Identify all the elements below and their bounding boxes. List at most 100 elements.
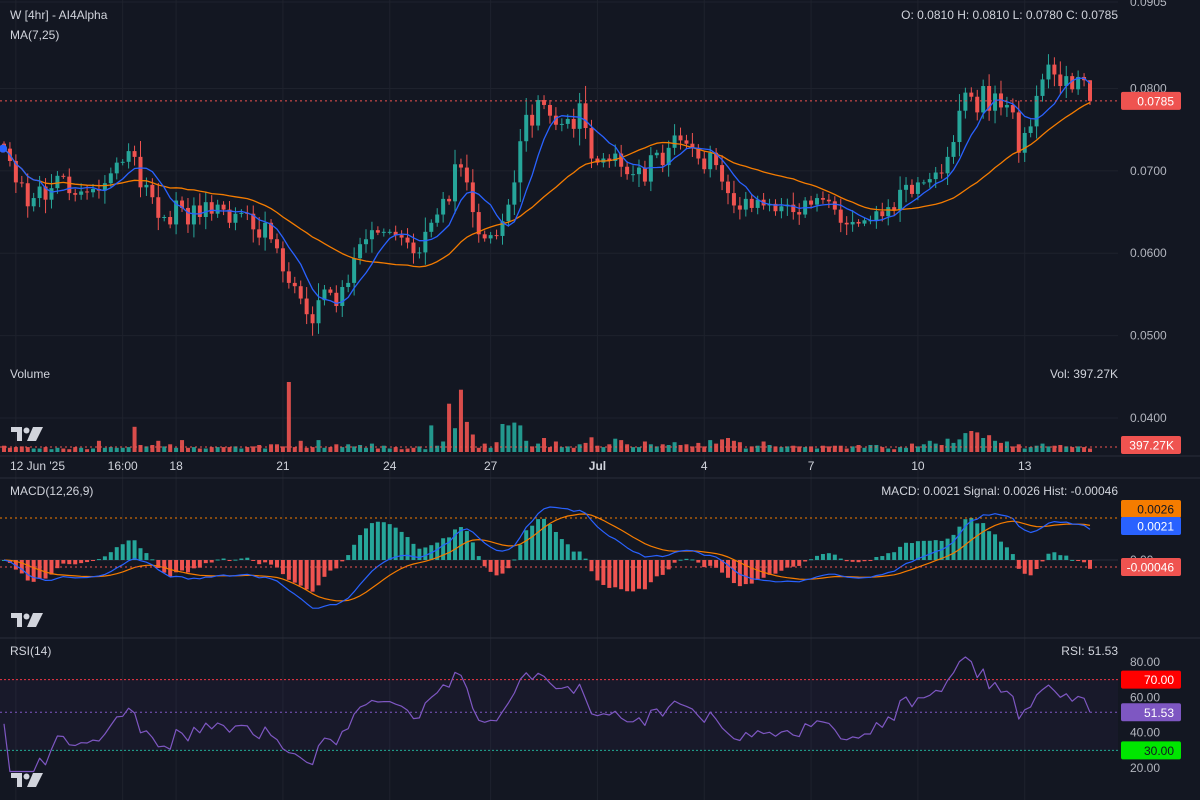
volume-bar	[761, 441, 766, 452]
macd-histogram-bar	[298, 560, 303, 586]
macd-histogram-bar	[874, 557, 879, 560]
macd-histogram-bar	[381, 522, 386, 560]
macd-histogram-bar	[945, 538, 950, 560]
macd-histogram-bar	[1082, 560, 1087, 563]
macd-histogram-bar	[898, 546, 903, 560]
volume-bar	[482, 443, 487, 452]
macd-histogram-bar	[257, 560, 262, 565]
volume-bar	[898, 447, 903, 452]
candle-body	[720, 165, 725, 182]
macd-signal-label: 0.0026	[1137, 503, 1174, 517]
candle-body	[393, 231, 398, 236]
candle-body	[684, 140, 689, 144]
volume-bar	[589, 437, 594, 452]
volume-bar	[441, 441, 446, 452]
macd-histogram-bar	[820, 554, 825, 560]
volume-bar	[571, 447, 576, 452]
macd-histogram-bar	[423, 547, 428, 560]
candle-body	[1070, 76, 1075, 90]
volume-bar	[785, 446, 790, 452]
candle-body	[921, 182, 926, 184]
candle-body	[975, 96, 980, 113]
volume-bar	[625, 444, 630, 452]
candle-body	[553, 115, 558, 125]
volume-bar	[749, 446, 754, 452]
macd-histogram-bar	[203, 560, 208, 564]
macd-histogram-bar	[488, 560, 493, 572]
macd-histogram-bar	[96, 559, 101, 561]
candle-body	[809, 200, 814, 205]
macd-histogram-bar	[43, 560, 48, 579]
volume-bar	[803, 447, 808, 452]
macd-histogram-bar	[215, 559, 220, 561]
candle-body	[108, 173, 113, 184]
volume-bar	[542, 438, 547, 452]
macd-histogram-bar	[642, 560, 647, 590]
candle-body	[1022, 132, 1027, 153]
macd-histogram-bar	[251, 560, 256, 561]
volume-bar	[993, 440, 998, 452]
candle-body	[174, 200, 179, 225]
candle-body	[375, 230, 380, 233]
macd-histogram-bar	[690, 559, 695, 561]
candle-body	[369, 230, 374, 240]
volume-bar	[886, 448, 891, 452]
ma-indicator-label[interactable]: MA(7,25)	[10, 28, 60, 42]
tradingview-logo-icon	[11, 613, 43, 627]
macd-histogram-bar	[832, 554, 837, 560]
volume-bar	[298, 440, 303, 452]
volume-bar	[292, 447, 297, 452]
candle-body	[180, 200, 185, 208]
macd-histogram-bar	[269, 560, 274, 565]
volume-bar	[1046, 446, 1051, 452]
time-axis-tick: 13	[1018, 459, 1032, 473]
macd-line	[3, 506, 1091, 609]
candle-body	[690, 143, 695, 148]
candle-body	[666, 147, 671, 166]
macd-histogram-bar	[441, 538, 446, 560]
candle-body	[298, 286, 303, 299]
volume-bar	[512, 422, 517, 452]
macd-histogram-bar	[494, 560, 499, 576]
volume-bar	[1040, 443, 1045, 452]
volume-last-label-bg	[1121, 436, 1181, 454]
volume-bar	[108, 447, 113, 452]
volume-bar	[791, 445, 796, 452]
volume-bar	[559, 447, 564, 452]
volume-bar	[7, 447, 12, 452]
candle-body	[832, 201, 837, 210]
candle-body	[1046, 64, 1051, 80]
volume-bar	[375, 448, 380, 452]
candle-body	[1016, 112, 1021, 153]
macd-title: MACD(12,26,9)	[10, 484, 94, 498]
macd-histogram-bar	[785, 560, 790, 568]
macd-histogram-bar	[909, 543, 914, 560]
volume-bar	[31, 448, 36, 452]
macd-histogram-bar	[951, 534, 956, 560]
macd-histogram-bar	[589, 560, 594, 572]
macd-histogram-bar	[815, 555, 820, 560]
volume-bar	[868, 445, 873, 452]
macd-histogram-bar	[411, 543, 416, 560]
candle-body	[304, 298, 309, 315]
volume-bar	[1028, 447, 1033, 452]
volume-bar	[500, 424, 505, 452]
rsi-value-label: 51.53	[1144, 706, 1174, 720]
macd-histogram-bar	[886, 553, 891, 560]
volume-bar	[720, 439, 725, 452]
macd-histogram-bar	[233, 559, 238, 561]
candle-body	[138, 156, 143, 188]
ma7-line	[3, 77, 1091, 305]
volume-bar	[96, 440, 101, 452]
macd-histogram-bar	[67, 560, 72, 565]
volume-bar	[79, 447, 84, 452]
macd-histogram-bar	[547, 524, 552, 560]
volume-bar	[405, 448, 410, 452]
volume-bar	[779, 447, 784, 452]
candle-body	[791, 204, 796, 213]
macd-histogram-bar	[227, 560, 232, 561]
macd-histogram-bar	[749, 560, 754, 584]
volume-bar	[702, 446, 707, 452]
